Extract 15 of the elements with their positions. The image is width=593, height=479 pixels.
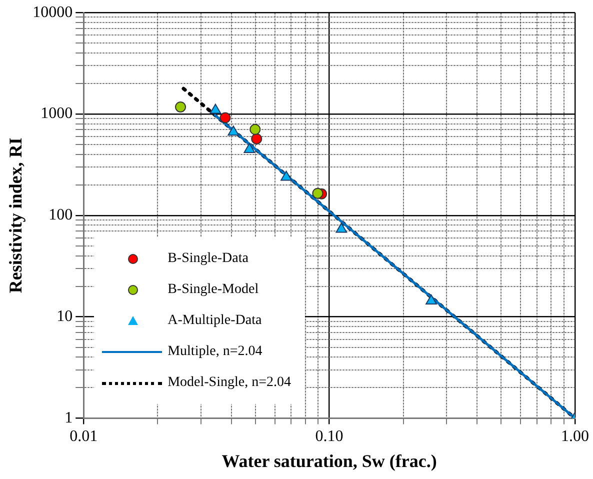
legend-label: B-Single-Model: [168, 282, 259, 298]
y-tick-label: 1: [64, 409, 73, 426]
x-axis-title: Water saturation, Sw (frac.): [222, 450, 437, 471]
legend-label: B-Single-Data: [168, 250, 248, 267]
y-tick-label: 10: [56, 308, 73, 326]
y-axis-title: Resistivity index, RI: [5, 138, 26, 294]
y-tick-label: 100: [48, 206, 73, 224]
legend-label: Model-Single, n=2.04: [168, 374, 291, 391]
legend-label: Multiple, n=2.04: [168, 344, 262, 360]
y-tick-label: 1000: [40, 105, 73, 122]
x-tick-label: 1.00: [561, 428, 589, 446]
x-tick-label: 0.10: [315, 428, 344, 446]
y-tick-label: 10000: [32, 4, 73, 21]
legend-label: A-Multiple-Data: [168, 312, 262, 329]
x-tick-label: 0.01: [70, 428, 98, 446]
